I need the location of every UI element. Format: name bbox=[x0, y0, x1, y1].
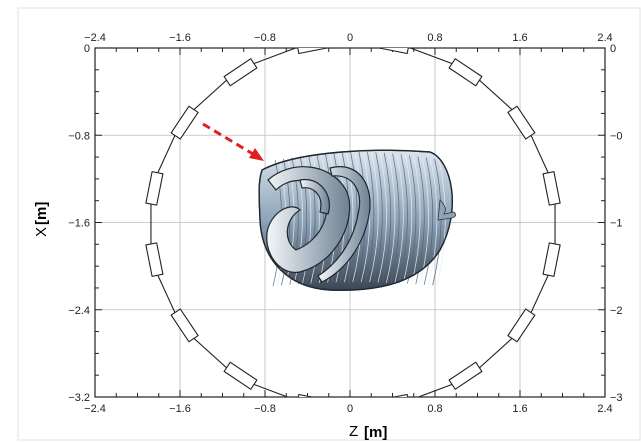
vessel-port bbox=[296, 48, 331, 55]
red-dashed-arrow bbox=[202, 122, 264, 161]
coil-winding bbox=[386, 153, 396, 283]
x-tick-label-top: 2.4 bbox=[597, 32, 612, 44]
y-axis-variable: X bbox=[33, 227, 50, 237]
x-tick-label-top: 0 bbox=[347, 32, 353, 44]
coil-ribbon-inner bbox=[299, 178, 330, 215]
vessel-port bbox=[507, 105, 536, 140]
vessel-port bbox=[448, 58, 483, 87]
y-tick-label-left: −0.8 bbox=[68, 130, 90, 142]
vessel-port bbox=[507, 308, 536, 343]
coil-winding bbox=[423, 157, 434, 285]
y-axis-unit: [m] bbox=[33, 202, 50, 225]
x-tick-label-bottom: 0 bbox=[347, 403, 353, 415]
coil-winding bbox=[428, 158, 438, 286]
coil-winding bbox=[373, 152, 383, 283]
vessel-port bbox=[223, 58, 258, 87]
y-tick-label-left: −1.6 bbox=[68, 218, 90, 230]
x-tick-label-bottom: 0.8 bbox=[427, 403, 442, 415]
y-tick-label-right: 0 bbox=[610, 43, 616, 55]
y-axis-title: X [m] bbox=[33, 202, 50, 237]
coil-winding bbox=[365, 152, 375, 283]
helical-coil-rendering bbox=[258, 149, 456, 291]
coil-winding bbox=[407, 155, 417, 284]
vessel-port bbox=[375, 48, 410, 55]
y-tick-label-right: −2 bbox=[610, 305, 623, 317]
y-tick-label-left: −2.4 bbox=[68, 305, 90, 317]
vessel-port bbox=[542, 170, 561, 206]
y-tick-label-left: −3.2 bbox=[68, 392, 90, 404]
coil-winding bbox=[381, 152, 392, 283]
x-tick-label-bottom: 1.6 bbox=[512, 403, 527, 415]
vessel-port bbox=[170, 308, 199, 343]
y-tick-label-right: −0 bbox=[610, 130, 623, 142]
coil-winding bbox=[419, 156, 429, 285]
coil-winding bbox=[398, 154, 408, 284]
x-tick-label-top: 1.6 bbox=[512, 32, 527, 44]
x-tick-label-top: −1.6 bbox=[169, 32, 191, 44]
x-tick-label-top: −0.8 bbox=[254, 32, 276, 44]
x-tick-label-bottom: −1.6 bbox=[169, 403, 191, 415]
x-tick-label-bottom: −0.8 bbox=[254, 403, 276, 415]
coil-winding bbox=[411, 155, 421, 285]
vessel-port bbox=[448, 361, 483, 390]
x-tick-label-top: −2.4 bbox=[84, 32, 106, 44]
coil-winding bbox=[402, 154, 413, 284]
coil-winding bbox=[436, 159, 446, 286]
x-tick-label-bottom: 2.4 bbox=[597, 403, 612, 415]
coil-winding bbox=[432, 158, 442, 286]
tick-labels: −2.4 −2.4 −1.6 −1.6 −0.8 −0.8 0 0 0.8 0.8 1.6 1.6 2.… bbox=[68, 32, 622, 415]
coil-winding bbox=[415, 156, 425, 285]
coil-winding bbox=[394, 153, 404, 284]
coil-tail bbox=[437, 199, 456, 221]
vessel-port bbox=[145, 242, 164, 278]
x-tick-label-top: 0.8 bbox=[427, 32, 442, 44]
y-tick-label-left: 0 bbox=[84, 43, 90, 55]
panel-border bbox=[17, 7, 641, 441]
coil-winding bbox=[360, 151, 371, 283]
vessel-port bbox=[170, 105, 199, 140]
vessel-port bbox=[542, 242, 561, 278]
y-tick-label-right: −3 bbox=[610, 392, 623, 404]
vessel-port bbox=[145, 170, 164, 206]
coil-winding bbox=[344, 152, 354, 283]
x-axis-title: Z [m] bbox=[349, 423, 387, 441]
vessel-port bbox=[223, 361, 258, 390]
coil-winding bbox=[377, 152, 387, 283]
y-tick-label-right: −1 bbox=[610, 218, 623, 230]
x-axis-unit: [m] bbox=[364, 424, 387, 441]
coil-winding bbox=[369, 152, 379, 283]
coil-winding bbox=[390, 153, 400, 283]
coil-ribbon-center bbox=[317, 166, 371, 283]
coil-outline bbox=[258, 149, 453, 291]
x-tick-label-bottom: −2.4 bbox=[84, 403, 106, 415]
vacuum-vessel-cross-section bbox=[145, 48, 561, 397]
x-axis-variable: Z bbox=[349, 423, 358, 440]
